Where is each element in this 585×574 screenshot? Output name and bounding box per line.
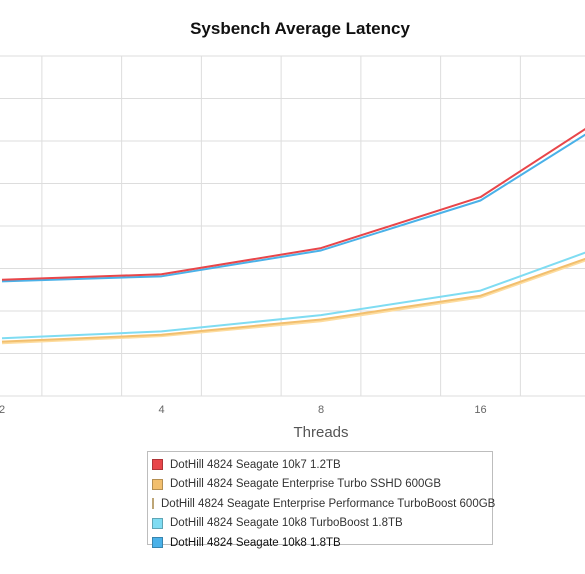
legend-swatch	[152, 537, 163, 549]
x-axis-ticks: 2 4 8 16	[0, 404, 487, 416]
x-tick-label: 4	[158, 404, 164, 416]
legend-item[interactable]: DotHill 4824 Seagate 10k7 1.2TB	[152, 455, 492, 475]
grid	[0, 55, 585, 397]
legend-label: DotHill 4824 Seagate 10k8 1.8TB	[170, 536, 341, 549]
legend-label: DotHill 4824 Seagate Enterprise Performa…	[161, 497, 496, 510]
series-line	[1, 251, 585, 340]
legend-label: DotHill 4824 Seagate 10k8 TurboBoost 1.8…	[170, 517, 403, 530]
series-line	[1, 259, 585, 345]
legend-label: DotHill 4824 Seagate Enterprise Turbo SS…	[170, 478, 442, 491]
legend-swatch	[152, 517, 163, 529]
legend-item[interactable]: DotHill 4824 Seagate 10k8 1.8TB	[152, 533, 492, 553]
legend-item[interactable]: DotHill 4824 Seagate Enterprise Performa…	[152, 494, 496, 514]
legend-item[interactable]: DotHill 4824 Seagate Enterprise Turbo SS…	[152, 475, 492, 495]
series-line	[1, 257, 585, 343]
x-axis-title: Threads	[293, 424, 348, 441]
chart-title: Sysbench Average Latency	[190, 19, 410, 38]
x-tick-label: 8	[318, 404, 324, 416]
legend-swatch	[152, 459, 163, 471]
legend-swatch	[152, 478, 163, 490]
legend: DotHill 4824 Seagate 10k7 1.2TB DotHill 4…	[147, 451, 496, 549]
legend-label: DotHill 4824 Seagate 10k7 1.2TB	[170, 458, 341, 471]
x-tick-label: 16	[474, 404, 486, 416]
x-tick-label: 2	[0, 404, 5, 416]
series-line	[1, 133, 585, 283]
series-lines	[1, 127, 585, 345]
series-line	[1, 127, 585, 281]
legend-swatch	[152, 498, 154, 510]
legend-item[interactable]: DotHill 4824 Seagate 10k8 TurboBoost 1.8…	[152, 514, 492, 534]
